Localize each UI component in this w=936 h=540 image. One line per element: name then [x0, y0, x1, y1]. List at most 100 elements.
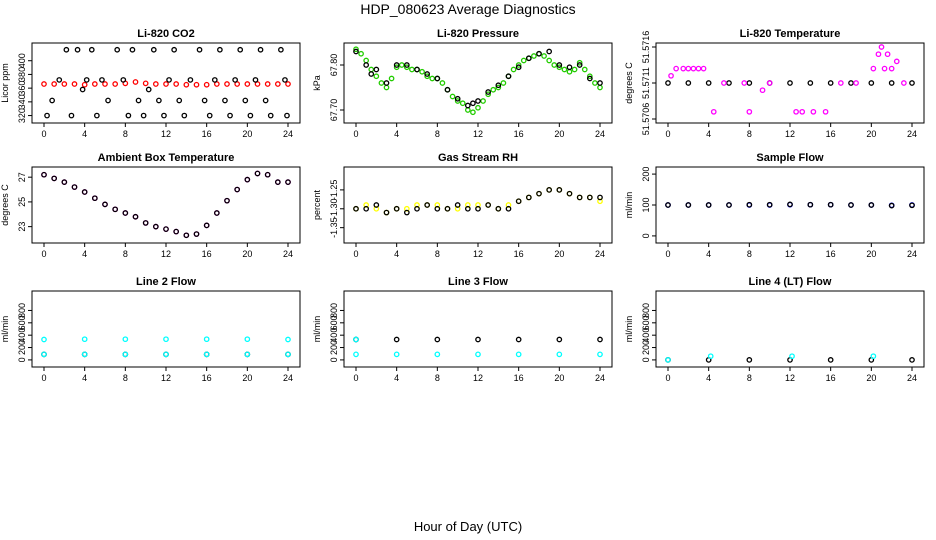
data-point-magenta — [710, 108, 717, 115]
x-tick-label: 8 — [747, 249, 752, 259]
data-point-black — [848, 80, 854, 86]
data-point-magenta — [799, 108, 806, 115]
data-point-black — [566, 190, 573, 197]
y-axis-label: Licor ppm — [0, 63, 10, 103]
x-tick-label: 20 — [554, 249, 564, 259]
x-tick-label: 20 — [866, 373, 876, 383]
panel-title: Li-820 CO2 — [137, 28, 194, 40]
data-point-black — [705, 202, 712, 208]
data-point-black — [257, 46, 264, 53]
data-point-black — [586, 75, 593, 82]
y-tick-label: -1.25 — [329, 180, 339, 201]
data-point-green — [439, 80, 446, 86]
data-point-black — [434, 75, 441, 82]
panel-title: Li-820 Temperature — [740, 28, 841, 40]
plot-frame — [31, 290, 301, 368]
data-point-black — [44, 112, 50, 119]
x-tick-label: 8 — [435, 129, 440, 139]
data-point-magenta — [901, 80, 907, 86]
data-point-black — [142, 220, 149, 226]
data-point-black — [464, 205, 471, 212]
data-point-magenta — [881, 65, 888, 72]
data-point-black — [267, 112, 274, 119]
data-point-green — [353, 46, 359, 53]
data-point-magenta — [878, 44, 885, 50]
x-tick-label: 16 — [826, 249, 836, 259]
x-tick-label: 4 — [394, 129, 399, 139]
data-point-black — [597, 336, 603, 343]
data-point-black — [848, 202, 854, 208]
x-tick-label: 0 — [665, 373, 670, 383]
data-point-green — [571, 66, 578, 73]
data-point-black — [556, 62, 563, 68]
data-point-black — [232, 77, 238, 83]
data-point-black — [393, 62, 400, 68]
data-point-magenta — [853, 80, 859, 86]
data-point-green — [541, 53, 547, 59]
data-point-black — [112, 206, 119, 213]
data-point-black — [187, 77, 194, 83]
data-point-green — [429, 75, 436, 82]
panel-li-820-pressure: Li-820 Pressure 0 4 8 12 16 20 24 67.70 67.80 kPa — [312, 28, 613, 139]
y-tick-label: 600 — [329, 315, 339, 330]
data-point-red — [203, 81, 210, 88]
data-point-cyan-high — [81, 336, 88, 343]
data-point-black — [252, 77, 259, 83]
data-point-red — [173, 81, 180, 87]
data-point-cyan-low — [163, 351, 169, 358]
data-point-green — [581, 66, 588, 73]
y-tick-label: 0 — [641, 233, 651, 238]
data-point-black — [94, 112, 100, 119]
panel-title: Line 4 (LT) Flow — [749, 276, 832, 288]
data-point-green — [368, 66, 375, 73]
data-point-black — [414, 205, 420, 212]
data-point-black — [56, 77, 63, 83]
x-tick-label: 0 — [353, 249, 358, 259]
x-tick-label: 8 — [435, 249, 440, 259]
data-point-cyan-high — [163, 336, 169, 343]
data-point-black — [515, 64, 522, 71]
data-point-black — [726, 202, 732, 208]
data-point-green — [556, 64, 563, 71]
data-point-black — [373, 66, 380, 73]
data-point-cyan-low — [285, 351, 291, 358]
data-point-black — [393, 336, 400, 343]
x-tick-label: 0 — [665, 249, 670, 259]
data-point-black — [41, 171, 47, 178]
x-tick-label: 0 — [41, 249, 46, 259]
x-tick-label: 20 — [866, 249, 876, 259]
x-tick-label: 24 — [283, 129, 293, 139]
data-point-black — [665, 202, 671, 208]
data-point-magenta — [837, 80, 844, 86]
data-point-green — [495, 84, 502, 91]
data-point-red — [142, 80, 149, 87]
y-tick-label: 200 — [641, 340, 651, 355]
y-axis-label: ml/min — [624, 192, 634, 219]
data-point-green — [490, 86, 497, 93]
data-point-red — [183, 81, 190, 88]
panel-title: Ambient Box Temperature — [98, 152, 235, 164]
data-point-black — [746, 80, 753, 86]
data-point-black — [120, 77, 127, 83]
data-point-green — [531, 53, 537, 59]
data-point-black — [909, 202, 915, 209]
panel-sample-flow: Sample Flow 0 4 8 12 16 20 24 0 100 200 ml/min — [624, 152, 925, 259]
x-tick-label: 12 — [473, 373, 483, 383]
data-point-black — [264, 171, 271, 178]
x-tick-label: 0 — [665, 129, 670, 139]
x-tick-label: 12 — [785, 129, 795, 139]
x-tick-label: 8 — [435, 373, 440, 383]
figure-title: HDP_080623 Average Diagnostics — [360, 1, 575, 17]
data-point-black — [222, 97, 228, 104]
data-point-black — [71, 184, 78, 190]
y-tick-label: 100 — [641, 197, 651, 212]
y-tick-label: 200 — [329, 340, 339, 355]
data-point-cyan-low — [244, 351, 251, 358]
data-point-red — [112, 81, 119, 87]
data-point-black — [122, 210, 129, 216]
data-point-black — [746, 201, 753, 208]
x-tick-label: 16 — [826, 373, 836, 383]
data-point-black — [807, 80, 814, 86]
y-tick-label: 380 — [17, 67, 27, 82]
